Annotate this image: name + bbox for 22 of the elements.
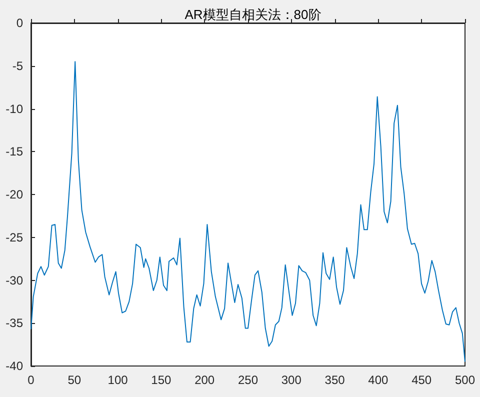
x-tick-label: 150: [151, 373, 172, 387]
y-tick-label: -5: [12, 58, 24, 73]
y-tick-label: -25: [6, 230, 24, 244]
x-tick-label: 50: [68, 373, 82, 387]
x-tick-label: 0: [28, 373, 35, 387]
y-tick-label: -10: [6, 102, 24, 116]
y-tick-label: -35: [6, 316, 24, 330]
x-tick-label: 200: [194, 373, 215, 387]
line-series: [30, 61, 466, 362]
y-tick-label: -15: [6, 144, 24, 159]
x-tick-label: 500: [454, 373, 476, 387]
y-tick-label: -40: [6, 359, 24, 373]
x-tick-label: 100: [108, 373, 128, 387]
x-tick-label: 250: [238, 373, 258, 387]
x-tick-label: 400: [368, 373, 389, 387]
y-tick-label: -20: [6, 188, 24, 202]
x-tick-label: 450: [412, 373, 432, 387]
chart-title: AR模型自相关法：80阶: [184, 7, 322, 22]
x-tick-label: 350: [324, 373, 346, 387]
y-tick-label: 0: [16, 16, 24, 30]
x-tick-label: 300: [281, 373, 302, 387]
y-tick-label: -30: [6, 273, 24, 288]
